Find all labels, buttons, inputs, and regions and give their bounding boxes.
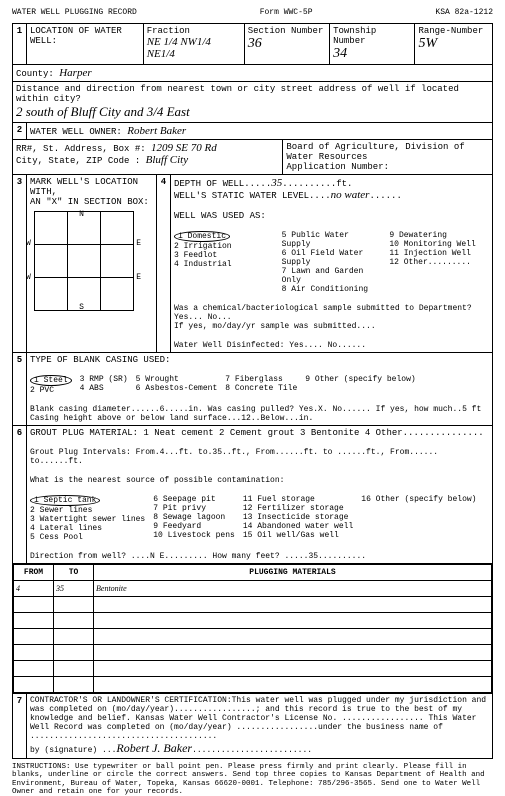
cert-cell: CONTRACTOR'S OR LANDOWNER'S CERTIFICATIO…: [27, 694, 492, 758]
table-row: [14, 645, 492, 661]
township-cell: Township Number34: [330, 24, 415, 64]
fraction-cell: FractionNE 1/4 NW1/4 NE1/4: [144, 24, 245, 64]
county-cell: County: Harper: [13, 65, 492, 81]
section-cell: Section Number36: [245, 24, 330, 64]
table-row: [14, 661, 492, 677]
section-6-num: 6: [13, 426, 27, 563]
section-3-num: 3: [13, 175, 27, 352]
location-label: LOCATION OF WATER WELL:: [27, 24, 144, 64]
addr-cell: RR#, St. Address, Box #: 1209 SE 70 Rd C…: [13, 140, 283, 174]
use-col-3: 9 Dewatering10 Monitoring Well11 Injecti…: [389, 231, 489, 294]
grout-cell: GROUT PLUG MATERIAL: 1 Neat cement 2 Cem…: [27, 426, 492, 563]
section-1-num: 1: [13, 24, 27, 64]
mark-cell: MARK WELL'S LOCATION WITH,AN "X" IN SECT…: [27, 175, 157, 352]
section-box-grid: N E E S W W: [34, 211, 134, 311]
casing-cell: TYPE OF BLANK CASING USED: 1 Steel2 PVC …: [27, 353, 492, 425]
table-row: [14, 629, 492, 645]
form-body: 1 LOCATION OF WATER WELL: FractionNE 1/4…: [12, 23, 493, 759]
section-4-num: 4: [157, 175, 171, 352]
distance-cell: Distance and direction from nearest town…: [13, 82, 492, 122]
depth-cell: DEPTH OF WELL.....35..........ft. WELL'S…: [171, 175, 492, 352]
table-row: [14, 677, 492, 693]
section-5-num: 5: [13, 353, 27, 425]
use-col-1: 1 Domestic 2 Irrigation3 Feedlot4 Indust…: [174, 231, 274, 294]
table-row: 435Bentonite: [14, 581, 492, 597]
table-row: [14, 597, 492, 613]
range-cell: Range-Number5W: [415, 24, 492, 64]
owner-cell: WATER WELL OWNER: Robert Baker: [27, 123, 492, 139]
use-col-2: 5 Public Water Supply6 Oil Field Water S…: [282, 231, 382, 294]
plugging-table: FROMTOPLUGGING MATERIALS 435Bentonite: [13, 564, 492, 693]
section-7-num: 7: [13, 694, 27, 758]
section-2-num: 2: [13, 123, 27, 139]
instructions: INSTRUCTIONS: Use typewriter or ball poi…: [12, 763, 493, 796]
form-header: WATER WELL PLUGGING RECORD Form WWC-5P K…: [12, 8, 493, 17]
board-cell: Board of Agriculture, Division of Water …: [283, 140, 492, 174]
table-row: [14, 613, 492, 629]
